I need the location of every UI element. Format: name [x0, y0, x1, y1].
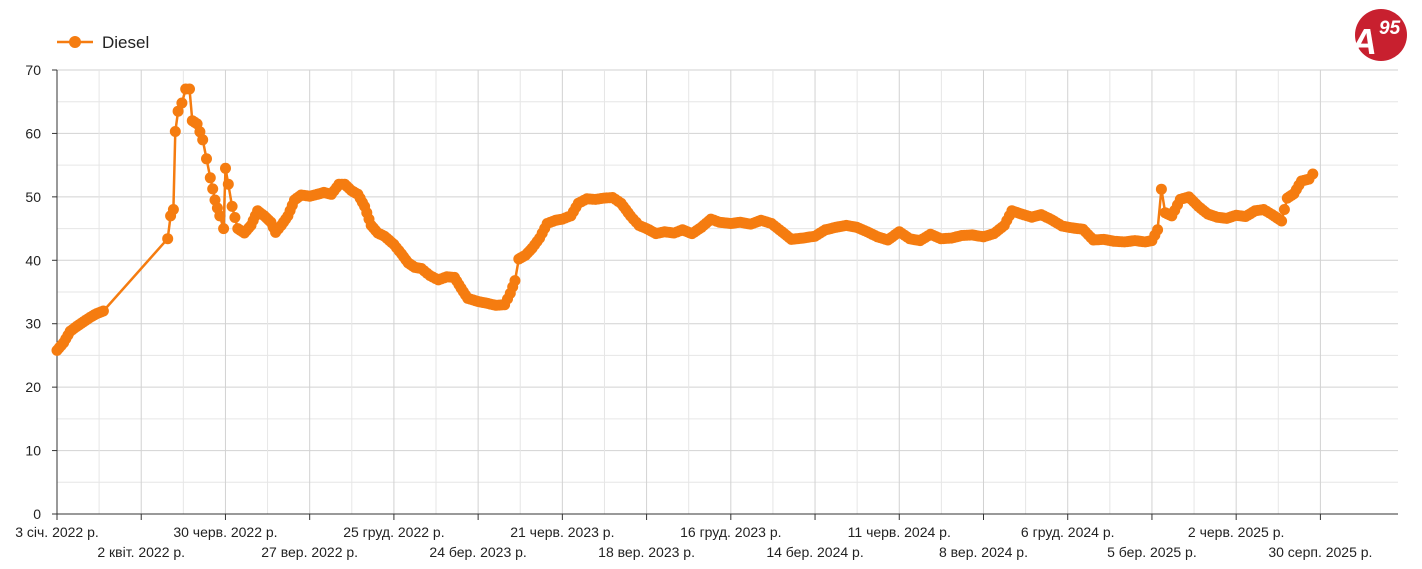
x-tick-label: 11 черв. 2024 р.	[848, 524, 951, 540]
data-point[interactable]	[162, 233, 174, 245]
data-point[interactable]	[509, 275, 521, 287]
series-line-diesel	[56, 87, 1314, 352]
data-point[interactable]	[1152, 224, 1164, 236]
x-axis-ticks: 3 січ. 2022 р. 2 квіт. 2022 р. 30 черв. 20…	[15, 524, 1372, 560]
y-tick-label: 30	[25, 316, 41, 332]
x-tick-label: 18 вер. 2023 р.	[598, 544, 695, 560]
data-point[interactable]	[220, 162, 231, 174]
a95-logo: A 95	[1350, 9, 1407, 62]
x-tick-label: 16 груд. 2023 р.	[680, 524, 781, 540]
x-tick-label: 14 бер. 2024 р.	[766, 544, 863, 560]
data-point[interactable]	[207, 183, 219, 195]
legend-label: Diesel	[102, 33, 149, 52]
data-point[interactable]	[97, 305, 109, 317]
data-point[interactable]	[197, 134, 209, 146]
grid-lines	[56, 69, 1398, 515]
data-point[interactable]	[176, 97, 188, 109]
x-tick-label: 5 бер. 2025 р.	[1107, 544, 1197, 560]
y-tick-label: 70	[25, 62, 41, 78]
logo-circle	[1355, 9, 1407, 61]
x-tick-label: 30 черв. 2022 р.	[173, 524, 277, 540]
data-point[interactable]	[1278, 204, 1290, 215]
y-tick-label: 20	[25, 379, 41, 395]
x-tick-label: 25 груд. 2022 р.	[343, 524, 444, 540]
x-tick-label: 2 квіт. 2022 р.	[97, 544, 185, 560]
data-point[interactable]	[1276, 215, 1288, 227]
data-point[interactable]	[201, 153, 212, 165]
y-tick-label: 50	[25, 189, 41, 205]
x-tick-label: 24 бер. 2023 р.	[429, 544, 526, 560]
legend-dot-marker	[69, 36, 81, 48]
data-point[interactable]	[229, 212, 241, 223]
x-tick-label: 3 січ. 2022 р.	[15, 524, 99, 540]
data-point[interactable]	[218, 223, 230, 235]
data-point[interactable]	[184, 83, 195, 95]
data-point[interactable]	[1155, 183, 1167, 195]
legend[interactable]: Diesel	[57, 33, 149, 52]
data-point[interactable]	[172, 105, 184, 117]
x-tick-label: 21 черв. 2023 р.	[510, 524, 614, 540]
x-tick-label: 30 серп. 2025 р.	[1268, 544, 1372, 560]
data-point[interactable]	[222, 178, 234, 190]
x-tick-label: 6 груд. 2024 р.	[1021, 524, 1115, 540]
data-point[interactable]	[204, 172, 216, 184]
y-tick-label: 0	[33, 506, 41, 522]
logo-superscript: 95	[1379, 18, 1401, 39]
data-point[interactable]	[1307, 168, 1319, 180]
logo-letter: A	[1350, 21, 1377, 62]
y-axis-ticks: 0 10 20 30 40 50 60 70	[25, 62, 41, 522]
axes	[52, 69, 1398, 520]
x-tick-label: 27 вер. 2022 р.	[261, 544, 358, 560]
x-tick-label: 2 черв. 2025 р.	[1188, 524, 1284, 540]
data-point[interactable]	[167, 204, 179, 215]
data-point[interactable]	[169, 126, 181, 137]
x-tick-label: 8 вер. 2024 р.	[939, 544, 1028, 560]
series-diesel	[51, 83, 1319, 356]
data-point[interactable]	[226, 200, 238, 212]
y-tick-label: 60	[25, 125, 41, 141]
y-tick-label: 40	[25, 252, 41, 268]
y-tick-label: 10	[25, 443, 41, 459]
data-point[interactable]	[214, 210, 226, 222]
